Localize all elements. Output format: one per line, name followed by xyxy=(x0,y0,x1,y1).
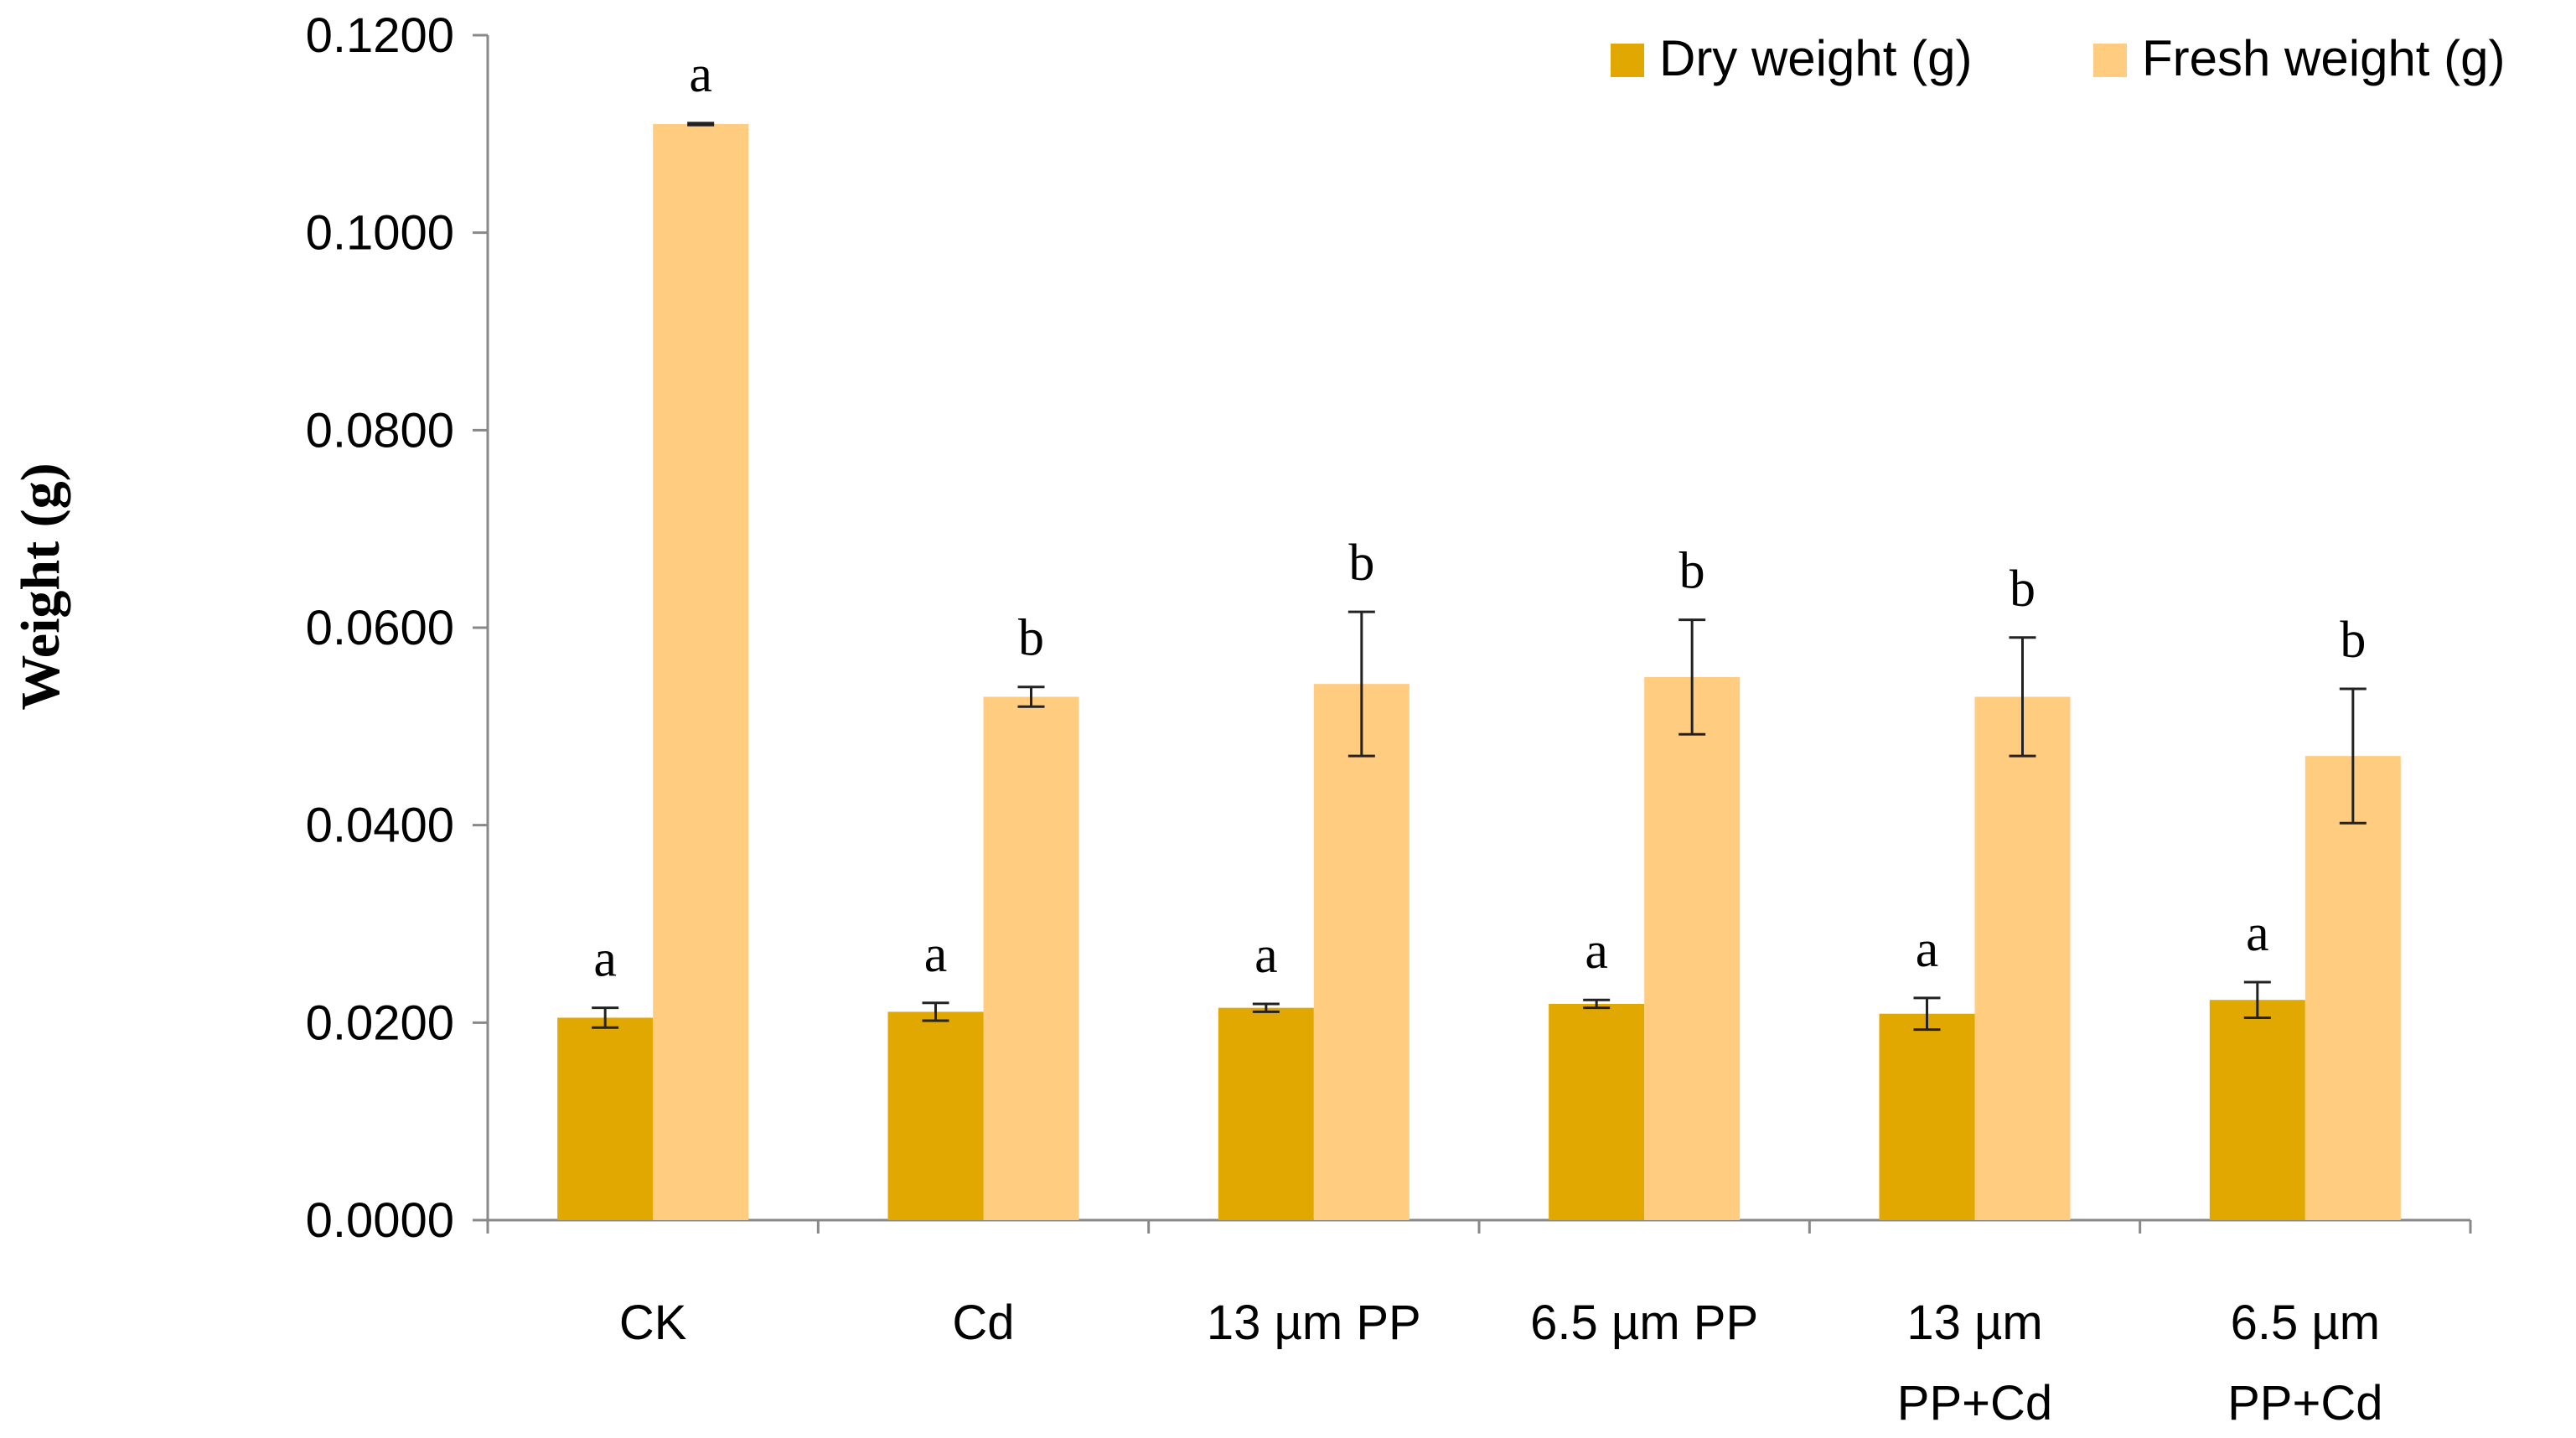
y-tick-label: 0.1000 xyxy=(306,206,454,261)
significance-label: a xyxy=(593,931,617,988)
y-tick-label: 0.1200 xyxy=(306,8,454,63)
significance-label: b xyxy=(1679,543,1705,600)
bar-dry xyxy=(1879,1013,1975,1220)
error-bar xyxy=(2243,980,2271,1019)
x-tick-label: PP+Cd xyxy=(1897,1376,2052,1430)
x-tick-label: 13 µm xyxy=(1906,1296,2042,1350)
bar-fresh xyxy=(1644,676,1741,1220)
x-axis: CK Cd 13 µm PP 6.5 µm PP 13 µm PP+Cd 6.5 µm PP+… xyxy=(486,1218,2472,1430)
bar-dry xyxy=(1218,1007,1314,1220)
bar-fresh xyxy=(653,124,749,1220)
x-tick-label: 6.5 µm PP xyxy=(1530,1296,1758,1350)
legend: Dry weight (g) Fresh weight (g) xyxy=(1611,30,2505,86)
error-bar xyxy=(1252,1002,1280,1013)
error-bar xyxy=(687,122,715,127)
y-tick-label: 0.0600 xyxy=(306,601,454,655)
bar-fresh xyxy=(983,696,1079,1220)
significance-label: a xyxy=(1585,923,1608,980)
significance-label: b xyxy=(1348,535,1374,592)
significance-label: a xyxy=(689,46,712,103)
error-bar xyxy=(1017,685,1045,708)
significance-label: a xyxy=(1254,927,1278,984)
error-bar xyxy=(922,1001,949,1022)
y-axis-label: Weight (g) xyxy=(10,463,71,710)
bar-dry xyxy=(2209,1000,2305,1220)
legend-label: Fresh weight (g) xyxy=(2142,30,2505,86)
error-bar xyxy=(1679,618,1706,736)
y-tick-label: 0.0200 xyxy=(306,996,454,1050)
error-bar xyxy=(1583,998,1611,1010)
legend-swatch xyxy=(2093,44,2127,77)
significance-label: b xyxy=(2010,561,2035,618)
legend-swatch xyxy=(1611,44,1644,77)
error-bar xyxy=(1347,610,1375,758)
bar-fresh xyxy=(1313,684,1410,1220)
error-bar xyxy=(592,1006,619,1029)
bar-fresh xyxy=(2304,756,2401,1220)
x-tick-label: 13 µm PP xyxy=(1207,1296,1421,1350)
significance-label: b xyxy=(2340,612,2366,669)
error-bar xyxy=(2339,687,2367,825)
significance-label: a xyxy=(924,926,948,983)
legend-label: Dry weight (g) xyxy=(1659,30,1972,86)
x-tick-label: PP+Cd xyxy=(2227,1376,2382,1430)
y-axis: 0.0000 0.0200 0.0400 0.0600 0.0800 0.1000 0.12… xyxy=(306,8,489,1248)
y-tick-label: 0.0000 xyxy=(306,1193,454,1248)
bar-dry xyxy=(1549,1003,1645,1220)
x-tick-label: Cd xyxy=(952,1296,1014,1350)
error-bar xyxy=(2009,636,2036,758)
y-tick-label: 0.0800 xyxy=(306,403,454,458)
bar-dry xyxy=(557,1017,654,1220)
x-tick-label: CK xyxy=(619,1296,687,1350)
error-bar xyxy=(1913,996,1941,1032)
significance-label: b xyxy=(1018,610,1044,667)
bar-fresh xyxy=(1974,696,2071,1220)
significance-label: a xyxy=(2246,905,2269,962)
bar-dry xyxy=(887,1011,984,1220)
x-tick-label: 6.5 µm xyxy=(2231,1296,2380,1350)
y-tick-label: 0.0400 xyxy=(306,799,454,853)
bars: a a a a a a a b b b b b xyxy=(557,46,2401,1220)
significance-label: a xyxy=(1916,921,1939,978)
